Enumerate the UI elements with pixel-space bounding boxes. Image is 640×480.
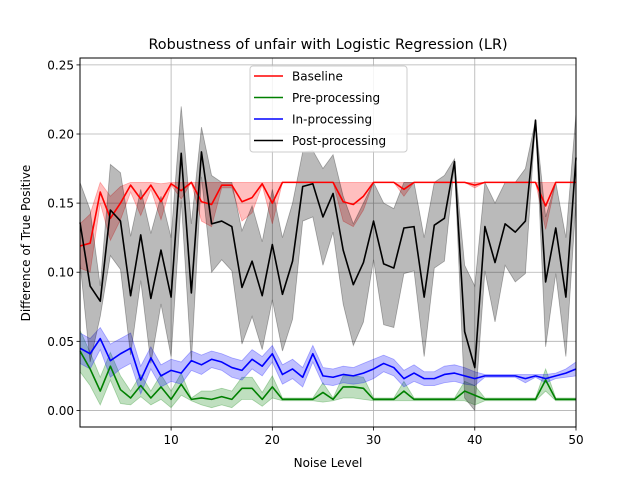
y-tick-label: 0.20 xyxy=(47,128,74,142)
x-axis-label: Noise Level xyxy=(294,456,363,470)
in-processing-line xyxy=(79,337,577,381)
x-tick-label: 20 xyxy=(265,433,280,447)
chart-title: Robustness of unfair with Logistic Regre… xyxy=(148,37,507,53)
plot-frame xyxy=(79,57,577,428)
y-tick-label: 0.05 xyxy=(47,335,74,349)
y-tick-label: 0.25 xyxy=(47,58,74,72)
legend-label-post-processing: Post-processing xyxy=(292,134,386,148)
post-processing-line xyxy=(79,119,577,369)
legend-label-baseline: Baseline xyxy=(292,70,343,84)
series-lines xyxy=(79,119,577,401)
legend-label-pre-processing: Pre-processing xyxy=(292,91,380,105)
y-axis-label: Difference of True Positive xyxy=(19,165,33,322)
y-tick-label: 0.15 xyxy=(47,197,74,211)
legend-box xyxy=(249,65,408,153)
y-tick-label: 0.00 xyxy=(47,404,74,418)
x-tick-label: 50 xyxy=(568,433,583,447)
axis-ticks: 10 20 30 40 50 0.00 0.05 0.10 0.15 0.20 0.25 xyxy=(47,58,583,447)
y-tick-label: 0.10 xyxy=(47,266,74,280)
x-tick-label: 30 xyxy=(366,433,381,447)
legend-label-in-processing: In-processing xyxy=(292,113,372,127)
legend: Baseline Pre-processing In-processing Post-… xyxy=(249,65,408,153)
pre-processing-line xyxy=(79,350,576,401)
baseline-line xyxy=(79,181,576,247)
x-tick-label: 10 xyxy=(163,433,178,447)
x-tick-label: 40 xyxy=(467,433,482,447)
